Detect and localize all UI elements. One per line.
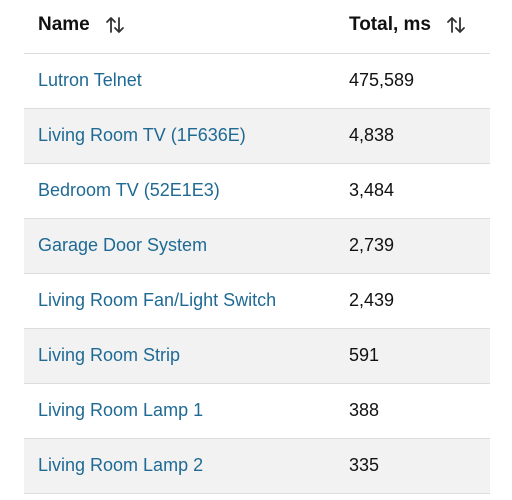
device-name-link[interactable]: Living Room Lamp 2 bbox=[38, 455, 204, 475]
device-name-link[interactable]: Lutron Telnet bbox=[38, 70, 142, 90]
table-row: Living Room Lamp 1 388 bbox=[24, 384, 490, 439]
table-row: Lutron Telnet 475,589 bbox=[24, 54, 490, 109]
device-total-ms: 4,838 bbox=[349, 125, 395, 145]
device-total-ms: 388 bbox=[349, 400, 380, 420]
column-header-total[interactable]: Total, ms bbox=[349, 14, 467, 36]
device-name-link[interactable]: Living Room TV (1F636E) bbox=[38, 125, 246, 145]
column-header-name-label: Name bbox=[38, 14, 90, 35]
table-row: Living Room Strip 591 bbox=[24, 329, 490, 384]
sort-arrows-icon[interactable] bbox=[445, 14, 467, 36]
table-row: Living Room Fan/Light Switch 2,439 bbox=[24, 274, 490, 329]
devices-table: Name Total, ms Lutron Telnet 475,589 Liv… bbox=[24, 0, 490, 494]
device-total-ms: 3,484 bbox=[349, 180, 395, 200]
device-name-link[interactable]: Living Room Lamp 1 bbox=[38, 400, 204, 420]
device-total-ms: 591 bbox=[349, 345, 380, 365]
column-header-name[interactable]: Name bbox=[38, 14, 126, 36]
device-name-link[interactable]: Bedroom TV (52E1E3) bbox=[38, 180, 220, 200]
device-total-ms: 475,589 bbox=[349, 70, 415, 90]
device-total-ms: 2,439 bbox=[349, 290, 395, 310]
table-row: Garage Door System 2,739 bbox=[24, 219, 490, 274]
sort-arrows-icon[interactable] bbox=[104, 14, 126, 36]
column-header-total-label: Total, ms bbox=[349, 14, 431, 35]
device-total-ms: 2,739 bbox=[349, 235, 395, 255]
device-name-link[interactable]: Living Room Fan/Light Switch bbox=[38, 290, 277, 310]
device-total-ms: 335 bbox=[349, 455, 380, 475]
table-row: Living Room TV (1F636E) 4,838 bbox=[24, 109, 490, 164]
device-name-link[interactable]: Garage Door System bbox=[38, 235, 208, 255]
table-row: Bedroom TV (52E1E3) 3,484 bbox=[24, 164, 490, 219]
table-row: Living Room Lamp 2 335 bbox=[24, 439, 490, 494]
table-header: Name Total, ms bbox=[24, 0, 490, 54]
device-name-link[interactable]: Living Room Strip bbox=[38, 345, 181, 365]
